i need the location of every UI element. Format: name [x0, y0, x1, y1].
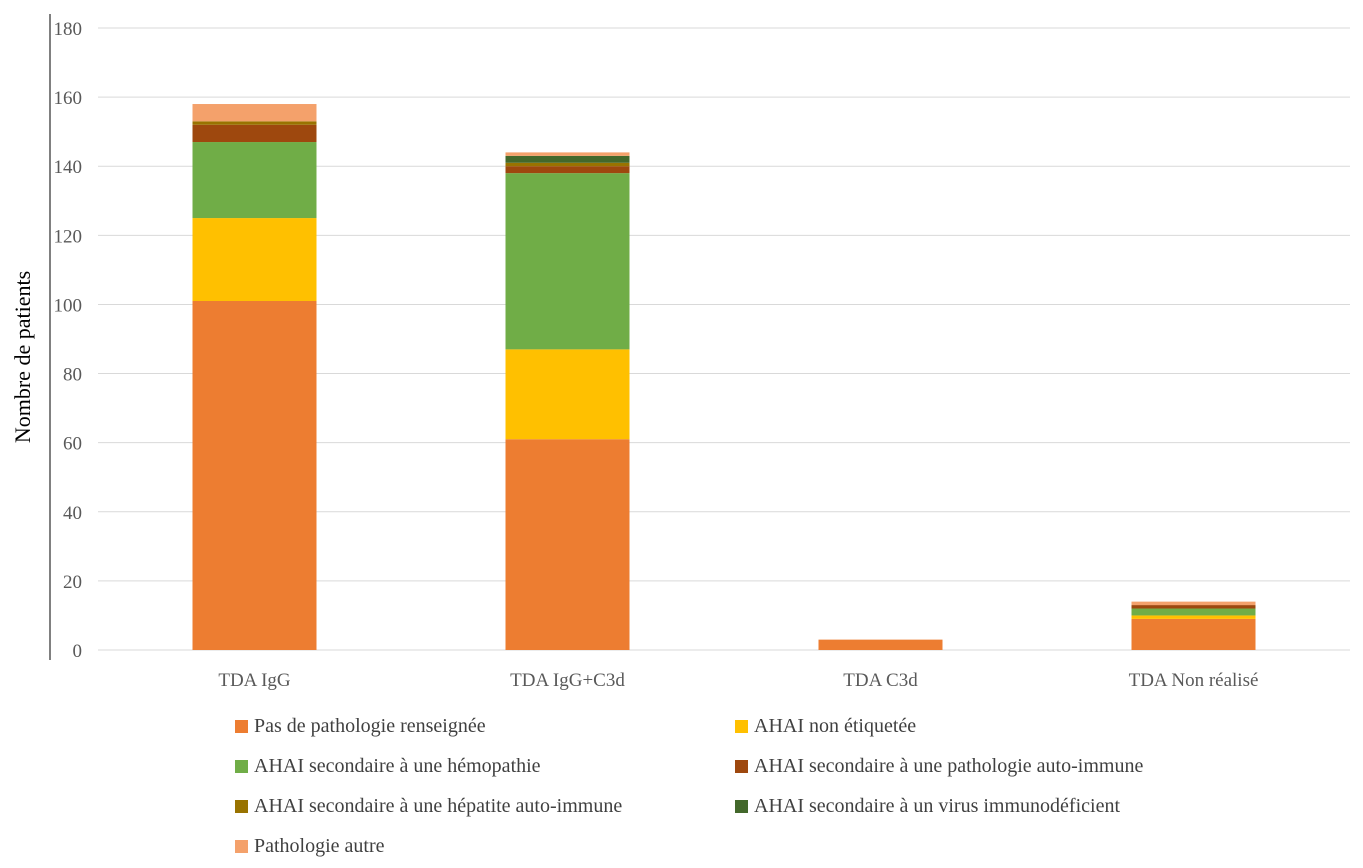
- bar-segment: [505, 173, 630, 350]
- y-tick-label: 120: [54, 226, 83, 247]
- bar-segment: [1131, 608, 1256, 616]
- y-tick-label: 60: [63, 434, 82, 455]
- bar-segment: [505, 439, 630, 650]
- legend-label: AHAI secondaire à une pathologie auto-im…: [754, 754, 1144, 777]
- x-tick-label: TDA IgG: [218, 670, 291, 691]
- x-tick-label: TDA IgG+C3d: [510, 670, 625, 691]
- y-tick-labels: 0 20 40 60 80 100 120 140 160 180: [54, 19, 83, 662]
- bars: [192, 104, 1256, 650]
- legend-label: AHAI secondaire à une hépatite auto-immu…: [254, 794, 623, 817]
- bar-segment: [1131, 618, 1256, 650]
- legend-swatch: [235, 839, 248, 853]
- y-tick-label: 180: [54, 19, 83, 40]
- legend: Pas de pathologie renseignée AHAI non éti…: [235, 712, 1335, 860]
- legend-swatch: [735, 719, 748, 733]
- stacked-bar-chart: Nombre de patients 0 20 40 60 80 100 120 140 160…: [10, 14, 1350, 691]
- bar-segment: [1131, 615, 1256, 619]
- y-tick-label: 80: [63, 365, 82, 386]
- legend-item: AHAI secondaire à une pathologie auto-im…: [735, 752, 1335, 780]
- legend-swatch: [735, 759, 748, 773]
- bar-segment: [505, 166, 630, 174]
- y-tick-label: 0: [73, 641, 83, 662]
- bar-segment: [1131, 605, 1256, 609]
- legend-swatch: [235, 719, 248, 733]
- bar-segment: [818, 639, 943, 650]
- bar-segment: [505, 349, 630, 440]
- x-tick-labels: TDA IgG TDA IgG+C3d TDA C3d TDA Non réalisé: [218, 670, 1258, 691]
- y-tick-label: 160: [54, 88, 83, 109]
- legend-label: AHAI non étiquetée: [754, 714, 917, 737]
- bar-segment: [192, 218, 317, 301]
- legend-item: Pathologie autre: [235, 832, 735, 860]
- bar-segment: [505, 162, 630, 167]
- legend-item: Pas de pathologie renseignée: [235, 712, 735, 740]
- bar-segment: [192, 142, 317, 219]
- legend-label: Pathologie autre: [254, 834, 385, 857]
- legend-item: AHAI secondaire à une hépatite auto-immu…: [235, 792, 735, 820]
- legend-item: AHAI non étiquetée: [735, 712, 1335, 740]
- bar-segment: [505, 152, 630, 156]
- x-tick-label: TDA C3d: [843, 670, 918, 691]
- y-tick-label: 40: [63, 503, 82, 524]
- bar-segment: [192, 300, 317, 650]
- y-tick-label: 100: [54, 295, 83, 316]
- bar-segment: [192, 124, 317, 143]
- bar-segment: [505, 155, 630, 163]
- legend-swatch: [235, 759, 248, 773]
- legend-item: AHAI secondaire à un virus immunodéficie…: [735, 792, 1335, 820]
- bar-segment: [1131, 601, 1256, 606]
- legend-item: AHAI secondaire à une hémopathie: [235, 752, 735, 780]
- legend-swatch: [735, 799, 748, 813]
- legend-label: AHAI secondaire à un virus immunodéficie…: [754, 794, 1121, 817]
- legend-swatch: [235, 799, 248, 813]
- y-tick-label: 140: [54, 157, 83, 178]
- x-tick-label: TDA Non réalisé: [1129, 670, 1259, 691]
- bar-segment: [192, 121, 317, 125]
- bar-segment: [192, 104, 317, 122]
- legend-label: AHAI secondaire à une hémopathie: [254, 754, 541, 777]
- y-tick-label: 20: [63, 572, 82, 593]
- legend-label: Pas de pathologie renseignée: [254, 714, 486, 737]
- y-axis-label: Nombre de patients: [10, 271, 35, 443]
